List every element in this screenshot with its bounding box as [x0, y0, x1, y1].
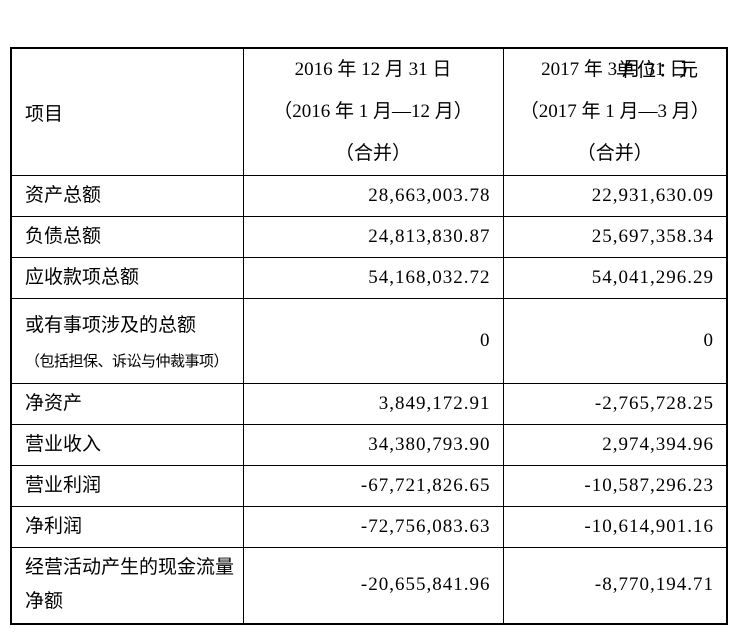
header-2016-date: 2016 年 12 月 31 日: [294, 59, 452, 80]
row-label-sub: （包括担保、诉讼与仲裁事项）: [25, 353, 229, 370]
header-item-cell: 项目: [10, 47, 244, 176]
table-row: 营业利润 -67,721,826.65 -10,587,296.23: [10, 465, 728, 507]
table-row: 净资产 3,849,172.91 -2,765,728.25: [10, 383, 728, 425]
header-item-label: 项目: [25, 103, 64, 125]
table-row: 应收款项总额 54,168,032.72 54,041,296.29: [10, 257, 728, 299]
row-label-cell: 经营活动产生的现金流量净额: [10, 547, 244, 624]
value-cell-2016: 34,380,793.90: [242, 424, 504, 466]
value-cell-2017: 2,974,394.96: [502, 424, 728, 466]
table-row: 负债总额 24,813,830.87 25,697,358.34: [10, 216, 728, 258]
value-cell-2016: -20,655,841.96: [242, 547, 504, 624]
row-label-cell: 资产总额: [10, 175, 244, 217]
table-row: 经营活动产生的现金流量净额 -20,655,841.96 -8,770,194.…: [10, 547, 728, 624]
row-label-cell: 应收款项总额: [10, 257, 244, 299]
value-cell-2017: -10,587,296.23: [502, 465, 728, 507]
row-label-cell: 净资产: [10, 383, 244, 425]
table-row: 或有事项涉及的总额 （包括担保、诉讼与仲裁事项） 0 0: [10, 298, 728, 384]
row-label-cell: 营业利润: [10, 465, 244, 507]
value-cell-2016: 24,813,830.87: [242, 216, 504, 258]
value-cell-2017: 54,041,296.29: [502, 257, 728, 299]
value-cell-2017: -8,770,194.71: [502, 547, 728, 624]
value-cell-2017: 22,931,630.09: [502, 175, 728, 217]
row-label-cell: 营业收入: [10, 424, 244, 466]
header-2017-consolidated: （合并）: [576, 143, 653, 164]
table-row: 资产总额 28,663,003.78 22,931,630.09: [10, 175, 728, 217]
financial-summary-table: 项目 2016 年 12 月 31 日 （2016 年 1 月—12 月） （合…: [10, 47, 728, 625]
row-label-cell: 净利润: [10, 506, 244, 548]
table-row: 净利润 -72,756,083.63 -10,614,901.16: [10, 506, 728, 548]
table-header-row: 项目 2016 年 12 月 31 日 （2016 年 1 月—12 月） （合…: [10, 47, 728, 176]
value-cell-2017: -10,614,901.16: [502, 506, 728, 548]
header-period-2016-cell: 2016 年 12 月 31 日 （2016 年 1 月—12 月） （合并）: [242, 47, 504, 176]
header-2017-range: （2017 年 1 月—3 月）: [519, 101, 710, 122]
row-label-main: 或有事项涉及的总额: [25, 314, 197, 336]
value-cell-2017: 0: [502, 298, 728, 384]
unit-label: 单位：元: [615, 60, 700, 81]
value-cell-2016: -67,721,826.65: [242, 465, 504, 507]
value-cell-2016: -72,756,083.63: [242, 506, 504, 548]
row-label-cell: 负债总额: [10, 216, 244, 258]
value-cell-2016: 3,849,172.91: [242, 383, 504, 425]
header-2016-range: （2016 年 1 月—12 月）: [273, 101, 473, 122]
value-cell-2016: 54,168,032.72: [242, 257, 504, 299]
header-2016-consolidated: （合并）: [334, 143, 411, 164]
value-cell-2016: 28,663,003.78: [242, 175, 504, 217]
header-2017-date: 2017 年 3 月 31 日: [541, 59, 689, 80]
header-period-2017-cell: 2017 年 3 月 31 日 （2017 年 1 月—3 月） （合并）: [502, 47, 728, 176]
value-cell-2016: 0: [242, 298, 504, 384]
table-row: 营业收入 34,380,793.90 2,974,394.96: [10, 424, 728, 466]
row-label-cell: 或有事项涉及的总额 （包括担保、诉讼与仲裁事项）: [10, 298, 244, 384]
value-cell-2017: -2,765,728.25: [502, 383, 728, 425]
value-cell-2017: 25,697,358.34: [502, 216, 728, 258]
